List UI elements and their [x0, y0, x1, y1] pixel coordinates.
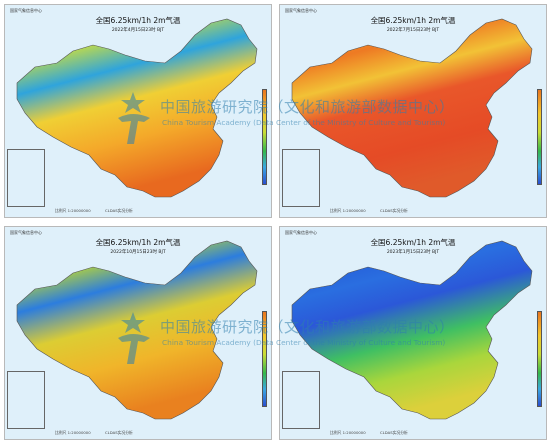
temperature-colorbar [262, 89, 267, 185]
temperature-colorbar [262, 311, 267, 407]
scale-label: 比例尺 1:20000000 [55, 208, 91, 213]
south-china-sea-inset [282, 371, 320, 429]
map-time: 2022年10月15日23时 BJT [110, 250, 166, 255]
agency-label: 国家气象信息中心 [285, 230, 317, 235]
temperature-map [5, 5, 271, 217]
temperature-colorbar [537, 89, 542, 185]
map-time: 2023年1月15日23时 BJT [386, 250, 440, 255]
china-landmass [291, 18, 533, 198]
south-china-sea-inset [282, 149, 320, 207]
product-label: CLDAS实况分析 [105, 208, 133, 213]
map-panel-april: 国家气象信息中心 全国6.25km/1h 2m气温 2022年4月15日23时 … [4, 4, 272, 218]
map-title: 全国6.25km/1h 2m气温 [370, 16, 456, 25]
map-title: 全国6.25km/1h 2m气温 [95, 238, 181, 247]
china-landmass [291, 240, 533, 420]
map-title: 全国6.25km/1h 2m气温 [95, 16, 181, 25]
map-time: 2022年4月15日23时 BJT [111, 28, 165, 33]
temperature-map [280, 5, 546, 217]
map-panel-october: 国家气象信息中心 全国6.25km/1h 2m气温 2022年10月15日23时… [4, 226, 272, 440]
map-title: 全国6.25km/1h 2m气温 [370, 238, 456, 247]
temperature-map [5, 227, 271, 439]
product-label: CLDAS实况分析 [380, 208, 408, 213]
temperature-colorbar [537, 311, 542, 407]
product-label: CLDAS实况分析 [105, 430, 133, 435]
scale-label: 比例尺 1:20000000 [330, 430, 366, 435]
scale-label: 比例尺 1:20000000 [55, 430, 91, 435]
map-panel-july: 国家气象信息中心 全国6.25km/1h 2m气温 2022年7月15日23时 … [279, 4, 547, 218]
map-panel-january: 国家气象信息中心 全国6.25km/1h 2m气温 2023年1月15日23时 … [279, 226, 547, 440]
south-china-sea-inset [7, 149, 45, 207]
agency-label: 国家气象信息中心 [285, 8, 317, 13]
map-time: 2022年7月15日23时 BJT [386, 28, 440, 33]
scale-label: 比例尺 1:20000000 [330, 208, 366, 213]
product-label: CLDAS实况分析 [380, 430, 408, 435]
temperature-map [280, 227, 546, 439]
agency-label: 国家气象信息中心 [10, 8, 42, 13]
agency-label: 国家气象信息中心 [10, 230, 42, 235]
south-china-sea-inset [7, 371, 45, 429]
